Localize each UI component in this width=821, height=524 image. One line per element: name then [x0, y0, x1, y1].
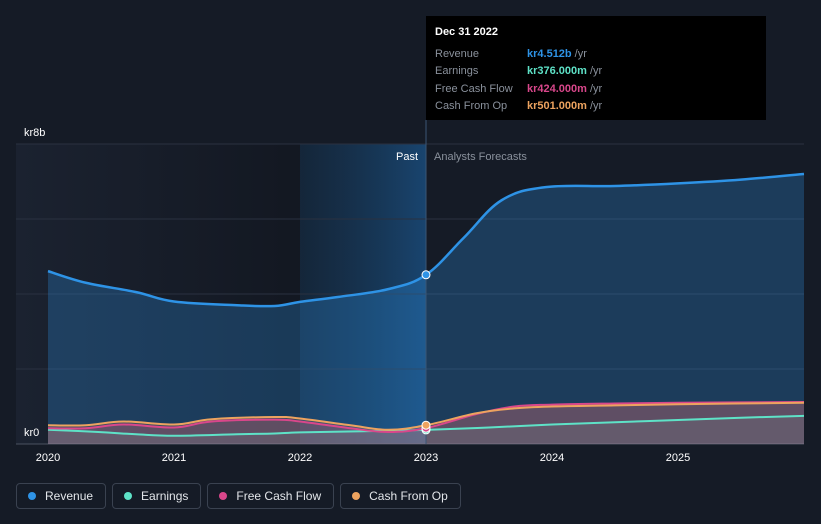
legend-dot-icon [219, 492, 228, 500]
tooltip-unit: /yr [589, 100, 603, 113]
y-tick-label-top: kr8b [24, 127, 45, 139]
hover-markers [421, 270, 431, 435]
tooltip-date: Dec 31 2022 [435, 26, 498, 38]
legend-item-earnings[interactable]: Earnings [112, 483, 202, 509]
forecast-label: Analysts Forecasts [434, 151, 527, 163]
tooltip-value: kr376.000m [527, 65, 587, 78]
x-axis: 2020 2021 2022 2023 2024 2025 [36, 452, 690, 464]
cash-from-op-line [47, 401, 805, 431]
tooltip-name: Cash From Op [435, 100, 508, 113]
revenue-marker [421, 270, 431, 280]
legend-dot-icon [124, 492, 133, 500]
legend-label: Earnings [141, 489, 189, 503]
x-tick-label: 2024 [540, 452, 564, 464]
legend-item-revenue[interactable]: Revenue [16, 483, 107, 509]
x-tick-label: 2023 [414, 452, 438, 464]
y-tick-label-bottom: kr0 [24, 427, 39, 439]
tooltip-name: Revenue [435, 47, 480, 60]
x-tick-label: 2025 [666, 452, 690, 464]
x-tick-label: 2020 [36, 452, 60, 464]
legend-dot-icon [352, 492, 361, 500]
tooltip-row-free-cash-flow: Free Cash Flow kr424.000m /yr [435, 80, 757, 98]
free-cash-flow-line [47, 401, 805, 434]
tooltip-unit: /yr [589, 65, 603, 78]
gridlines [16, 143, 804, 445]
tooltip-unit: /yr [574, 47, 587, 60]
earnings-line [47, 414, 805, 437]
x-tick-label: 2021 [162, 452, 186, 464]
x-tick-label: 2022 [288, 452, 312, 464]
legend-item-cash-from-op[interactable]: Cash From Op [340, 483, 461, 509]
past-label: Past [396, 151, 418, 163]
tooltip-row-revenue: Revenue kr4.512b /yr [435, 45, 757, 63]
cash-from-op-marker [421, 420, 431, 430]
tooltip-value: kr501.000m [527, 100, 587, 113]
tooltip-row-cash-from-op: Cash From Op kr501.000m /yr [435, 98, 757, 116]
legend-label: Free Cash Flow [236, 489, 322, 503]
tooltip-name: Earnings [435, 65, 479, 78]
legend-label: Cash From Op [369, 489, 448, 503]
tooltip-name: Free Cash Flow [435, 82, 513, 95]
legend-dot-icon [28, 492, 36, 500]
legend: Revenue Earnings Free Cash Flow Cash Fro… [16, 483, 461, 509]
revenue-line [47, 172, 805, 308]
tooltip-value: kr424.000m [527, 82, 587, 95]
series-lines [47, 172, 805, 437]
tooltip-value: kr4.512b [527, 47, 572, 60]
tooltip-unit: /yr [589, 82, 603, 95]
legend-label: Revenue [45, 489, 94, 503]
tooltip: Dec 31 2022 Revenue kr4.512b /yr Earning… [426, 16, 766, 120]
legend-item-free-cash-flow[interactable]: Free Cash Flow [207, 483, 335, 509]
tooltip-row-earnings: Earnings kr376.000m /yr [435, 63, 757, 81]
